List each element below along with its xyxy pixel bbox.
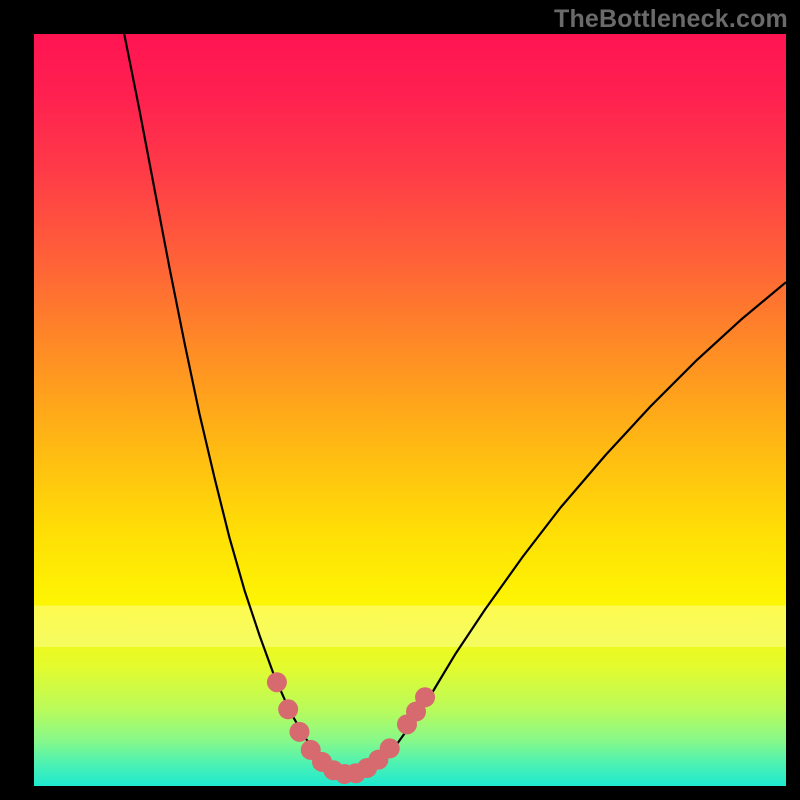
pale-band — [34, 606, 786, 647]
plot-frame — [34, 34, 786, 786]
marker-dot — [289, 722, 309, 742]
watermark-text: TheBottleneck.com — [554, 5, 788, 34]
marker-dot — [415, 687, 435, 707]
plot-svg — [34, 34, 786, 786]
marker-dot — [380, 738, 400, 758]
marker-dot — [267, 672, 287, 692]
marker-dot — [278, 699, 298, 719]
